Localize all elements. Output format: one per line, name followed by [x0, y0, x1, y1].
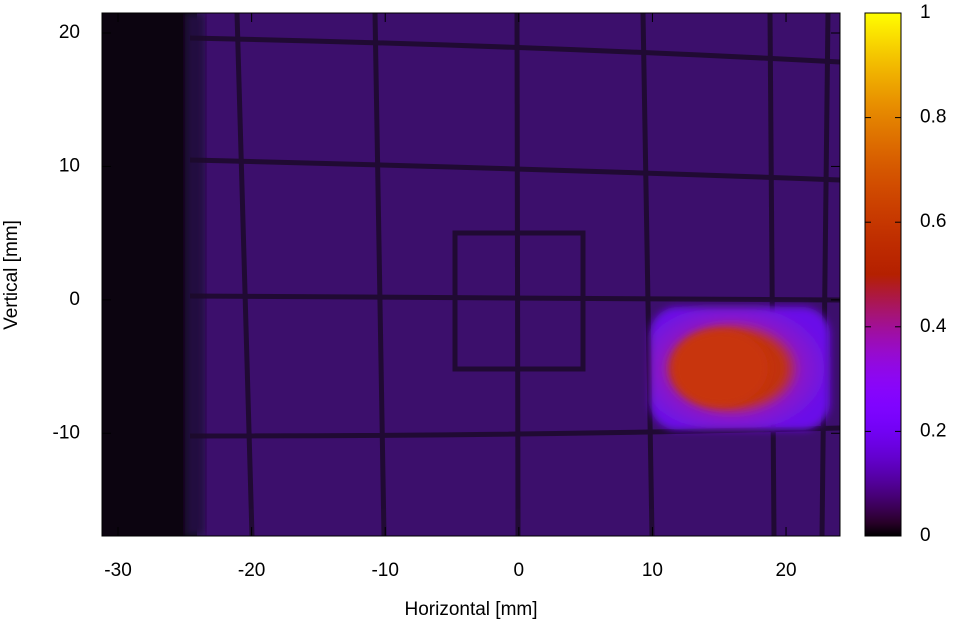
x-tick-label: 10	[642, 560, 663, 581]
plot-frame	[101, 12, 841, 537]
y-tick-label: -10	[53, 422, 80, 443]
colorbar-tick-label: 0	[920, 525, 931, 546]
y-tick-label: 0	[69, 289, 80, 310]
x-tick-label: 20	[775, 560, 796, 581]
x-tick-label: 0	[514, 560, 525, 581]
x-tick-label: -20	[238, 560, 265, 581]
y-tick-label: 20	[59, 22, 80, 43]
y-tick-label: 10	[59, 155, 80, 176]
colorbar	[864, 12, 902, 537]
x-tick-label: -10	[371, 560, 398, 581]
colorbar-tick-label: 0.8	[920, 107, 946, 128]
colorbar-tick-label: 0.4	[920, 316, 947, 337]
x-tick-label: -30	[104, 560, 131, 581]
colorbar-tick-label: 0.2	[920, 420, 946, 441]
colorbar-tick-label: 1	[920, 2, 931, 23]
colorbar-tick-label: 0.6	[920, 211, 946, 232]
y-axis-label: Vertical [mm]	[1, 220, 22, 330]
x-axis-label: Horizontal [mm]	[404, 599, 537, 620]
heatmap-image	[102, 13, 840, 536]
